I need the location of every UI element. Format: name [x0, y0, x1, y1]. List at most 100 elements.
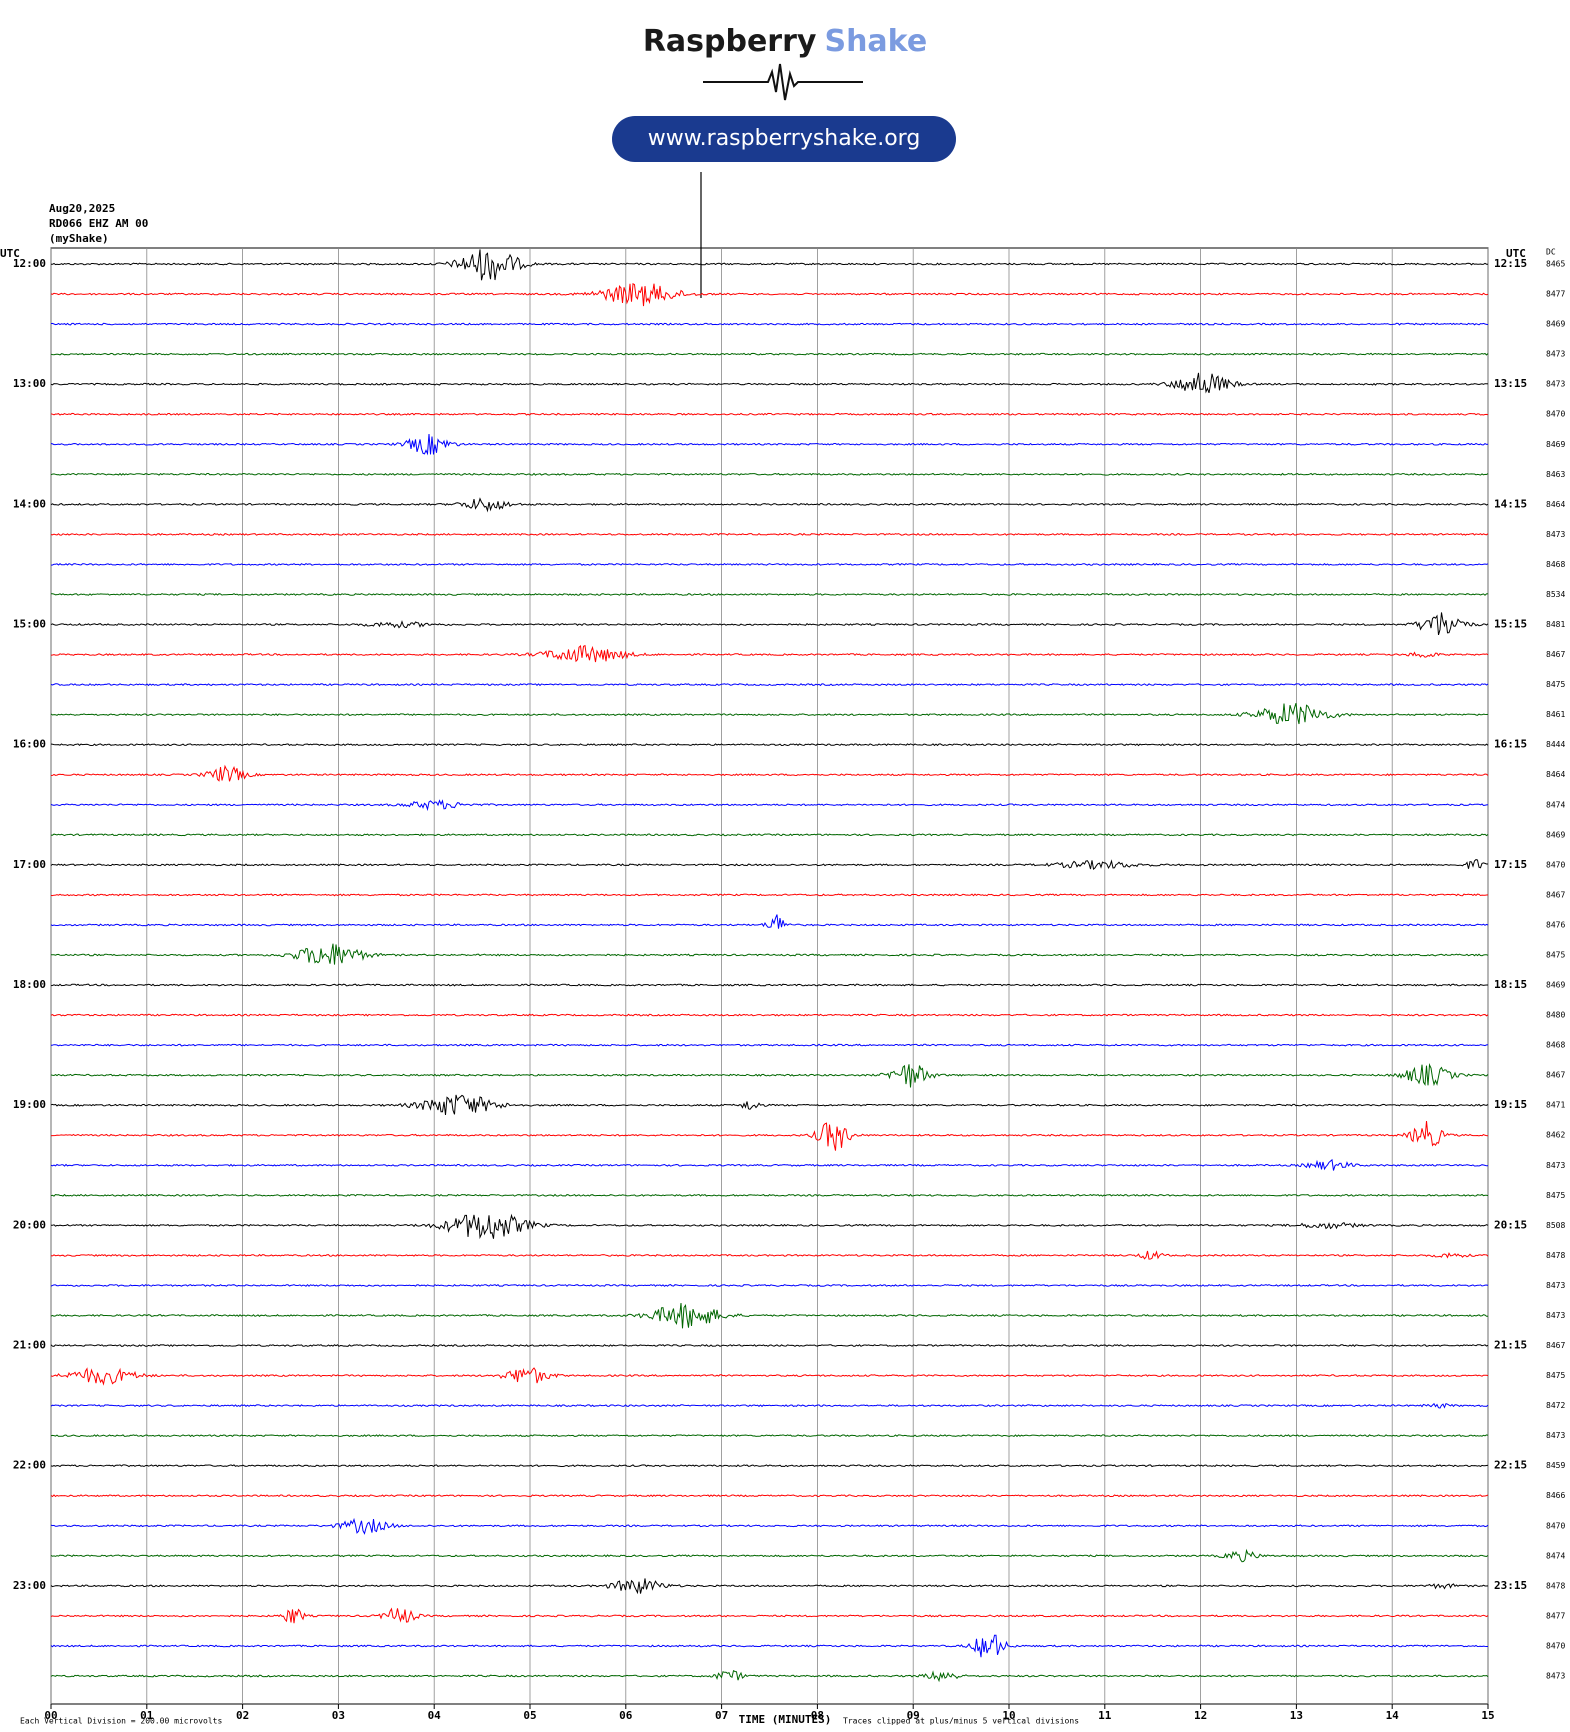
dc-value: 8470 — [1546, 410, 1565, 419]
dc-value: 8473 — [1546, 530, 1565, 539]
trace — [50, 1434, 1489, 1438]
trace — [50, 472, 1489, 476]
x-tick-label: 15 — [1481, 1709, 1494, 1722]
right-time-label: 19:15 — [1494, 1098, 1527, 1111]
dc-value: 8444 — [1546, 740, 1565, 749]
left-time-label: 12:00 — [13, 257, 46, 270]
x-tick-label: 14 — [1386, 1709, 1400, 1722]
source: (myShake) — [49, 232, 109, 245]
dc-value: 8466 — [1546, 1491, 1565, 1500]
right-time-label: 13:15 — [1494, 377, 1527, 390]
trace — [50, 743, 1489, 747]
trace — [50, 592, 1489, 596]
left-time-label: 18:00 — [13, 978, 46, 991]
trace — [50, 433, 1489, 456]
dc-value: 8464 — [1546, 770, 1565, 779]
right-time-label: 18:15 — [1494, 978, 1527, 991]
trace — [50, 1517, 1489, 1535]
dc-value: 8468 — [1546, 1041, 1565, 1050]
trace — [50, 532, 1489, 536]
url[interactable]: www.raspberryshake.org — [648, 126, 921, 151]
dc-value: 8469 — [1546, 981, 1565, 990]
trace — [50, 1193, 1489, 1197]
trace — [50, 1367, 1489, 1386]
trace — [50, 322, 1489, 326]
dc-value: 8473 — [1546, 380, 1565, 389]
right-time-label: 21:15 — [1494, 1339, 1527, 1352]
trace — [50, 1283, 1489, 1287]
right-axis-label: UTC — [1506, 247, 1526, 260]
x-tick-label: 00 — [44, 1709, 57, 1722]
right-time-label: 23:15 — [1494, 1579, 1527, 1592]
dc-value: 8461 — [1546, 710, 1565, 719]
dc-value: 8472 — [1546, 1401, 1565, 1410]
dc-value: 8469 — [1546, 320, 1565, 329]
x-tick-label: 03 — [332, 1709, 345, 1722]
trace — [50, 1464, 1489, 1468]
scale-note: Each Vertical Division = 200.00 microvol… — [20, 1717, 222, 1726]
dc-value: 8470 — [1546, 1641, 1565, 1650]
dc-value: 8476 — [1546, 920, 1565, 929]
x-tick-label: 11 — [1098, 1709, 1112, 1722]
dc-value: 8478 — [1546, 1581, 1565, 1590]
url-pill[interactable] — [612, 116, 956, 162]
dc-value: 8462 — [1546, 1131, 1565, 1140]
dc-value: 8467 — [1546, 650, 1565, 659]
trace — [50, 683, 1489, 687]
dc-value: 8473 — [1546, 1161, 1565, 1170]
x-tick-label: 02 — [236, 1709, 249, 1722]
trace — [50, 372, 1489, 394]
plot-frame — [50, 247, 1489, 1705]
x-tick-label: 01 — [140, 1709, 154, 1722]
trace — [50, 893, 1489, 897]
dc-value: 8475 — [1546, 1371, 1565, 1380]
trace — [50, 799, 1489, 812]
right-time-label: 14:15 — [1494, 497, 1527, 510]
trace — [50, 412, 1489, 416]
dc-value: 8478 — [1546, 1251, 1565, 1260]
dc-value: 8469 — [1546, 440, 1565, 449]
x-axis-title: TIME (MINUTES) — [739, 1713, 832, 1726]
trace — [50, 859, 1488, 871]
right-time-label: 20:15 — [1494, 1218, 1527, 1231]
dc-value: 8470 — [1546, 1521, 1565, 1530]
right-time-label: 17:15 — [1494, 858, 1527, 871]
left-time-label: 13:00 — [13, 377, 46, 390]
dc-value: 8470 — [1546, 860, 1565, 869]
trace — [50, 1043, 1489, 1047]
trace — [51, 943, 1489, 965]
dc-value: 8468 — [1546, 560, 1565, 569]
dc-value: 8467 — [1546, 890, 1565, 899]
trace — [50, 352, 1489, 356]
right-time-label: 15:15 — [1494, 618, 1527, 631]
trace — [50, 644, 1489, 663]
trace — [50, 1094, 1489, 1115]
trace — [50, 983, 1488, 987]
dc-value: 8469 — [1546, 830, 1565, 839]
trace — [50, 1402, 1489, 1409]
trace — [50, 1344, 1489, 1347]
trace — [50, 1063, 1489, 1088]
dc-value: 8481 — [1546, 620, 1565, 629]
trace — [50, 1578, 1489, 1595]
right-time-label: 16:15 — [1494, 738, 1527, 751]
dc-value: 8473 — [1546, 350, 1565, 359]
x-tick-label: 05 — [523, 1709, 536, 1722]
left-time-label: 15:00 — [13, 618, 46, 631]
x-tick-label: 10 — [1002, 1709, 1015, 1722]
right-time-label: 12:15 — [1494, 257, 1527, 270]
trace — [50, 1607, 1489, 1624]
dc-value: 8459 — [1546, 1461, 1565, 1470]
x-tick-label: 07 — [715, 1709, 728, 1722]
x-tick-label: 09 — [907, 1709, 920, 1722]
dc-value: 8477 — [1546, 1611, 1565, 1620]
left-time-label: 16:00 — [13, 738, 46, 751]
dc-value: 8471 — [1546, 1101, 1565, 1110]
dc-value: 8464 — [1546, 500, 1565, 509]
trace — [50, 1548, 1489, 1563]
x-tick-label: 06 — [619, 1709, 633, 1722]
trace — [50, 833, 1489, 837]
dc-value: 8475 — [1546, 680, 1565, 689]
date: Aug20,2025 — [49, 202, 115, 215]
